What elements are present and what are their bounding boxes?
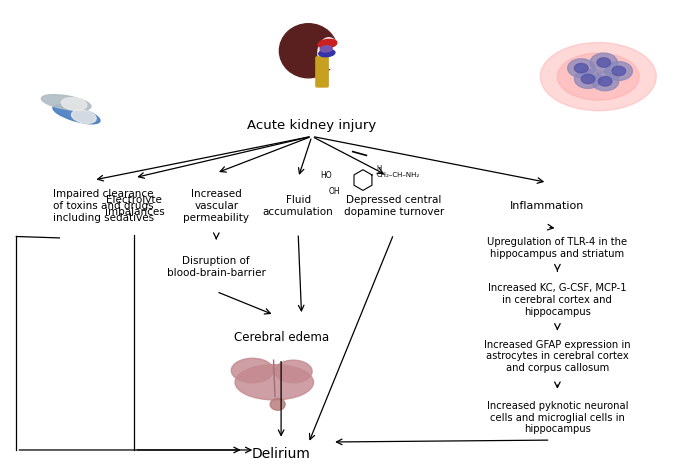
Text: Depressed central
dopamine turnover: Depressed central dopamine turnover <box>344 195 444 217</box>
Text: Electrolyte
imbalances: Electrolyte imbalances <box>105 195 164 217</box>
Ellipse shape <box>232 358 273 383</box>
Text: HO: HO <box>321 171 332 180</box>
Text: OH: OH <box>329 187 340 196</box>
Text: Inflammation: Inflammation <box>510 201 584 211</box>
Circle shape <box>597 58 610 67</box>
Text: Delirium: Delirium <box>251 447 310 461</box>
Ellipse shape <box>275 360 312 383</box>
Circle shape <box>612 66 625 76</box>
Ellipse shape <box>53 105 100 124</box>
Text: CH₂–CH–NH₂: CH₂–CH–NH₂ <box>377 172 420 178</box>
Ellipse shape <box>41 95 91 110</box>
Ellipse shape <box>235 365 314 400</box>
Circle shape <box>590 53 617 72</box>
Circle shape <box>592 72 619 91</box>
Ellipse shape <box>319 50 335 57</box>
Ellipse shape <box>558 53 639 100</box>
FancyBboxPatch shape <box>316 57 328 87</box>
Text: Increased GFAP expression in
astrocytes in cerebral cortex
and corpus callosum: Increased GFAP expression in astrocytes … <box>484 340 631 373</box>
Ellipse shape <box>318 38 340 69</box>
Ellipse shape <box>62 97 87 110</box>
Ellipse shape <box>320 46 332 52</box>
Text: Disruption of
blood-brain-barrier: Disruption of blood-brain-barrier <box>167 256 266 278</box>
Text: Upregulation of TLR-4 in the
hippocampus and striatum: Upregulation of TLR-4 in the hippocampus… <box>487 237 627 259</box>
Text: Impaired clearance
of toxins and drugs
including sedatives: Impaired clearance of toxins and drugs i… <box>53 189 153 222</box>
Text: Increased pyknotic neuronal
cells and microglial cells in
hippocampus: Increased pyknotic neuronal cells and mi… <box>486 401 628 434</box>
Text: H: H <box>377 166 382 171</box>
Ellipse shape <box>540 43 656 111</box>
Circle shape <box>575 63 588 73</box>
Circle shape <box>582 74 595 84</box>
Circle shape <box>575 70 601 88</box>
Ellipse shape <box>279 24 338 78</box>
Circle shape <box>598 77 612 86</box>
Text: Acute kidney injury: Acute kidney injury <box>247 120 377 132</box>
Text: Fluid
accumulation: Fluid accumulation <box>263 195 334 217</box>
Ellipse shape <box>270 398 285 410</box>
Text: Increased KC, G-CSF, MCP-1
in cerebral cortex and
hippocampus: Increased KC, G-CSF, MCP-1 in cerebral c… <box>488 283 627 316</box>
Ellipse shape <box>71 110 96 123</box>
Circle shape <box>568 59 595 78</box>
Ellipse shape <box>318 39 337 48</box>
Circle shape <box>605 61 632 80</box>
Text: Cerebral edema: Cerebral edema <box>234 331 329 344</box>
Text: Increased
vascular
permeability: Increased vascular permeability <box>184 189 249 222</box>
